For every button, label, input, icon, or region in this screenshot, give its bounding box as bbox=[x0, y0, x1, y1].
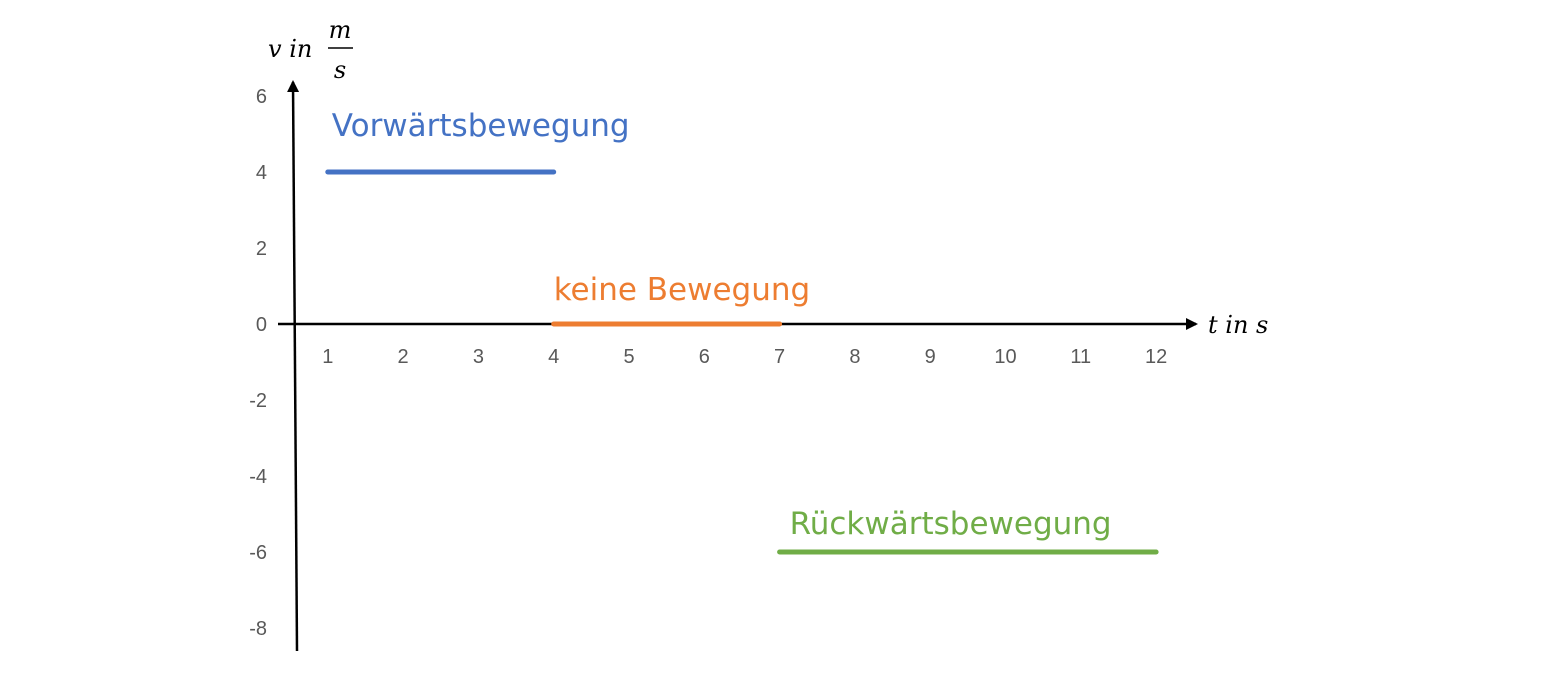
y-tick-label: 0 bbox=[256, 314, 267, 336]
x-tick-label: 10 bbox=[994, 346, 1016, 368]
series-label-3: Rückwärtsbewegung bbox=[790, 506, 1112, 542]
x-tick-label: 5 bbox=[623, 346, 634, 368]
y-tick-label: -6 bbox=[249, 542, 267, 564]
y-tick-label: 4 bbox=[256, 162, 267, 184]
x-tick-label: 11 bbox=[1070, 346, 1091, 368]
series-layer: Vorwärtsbewegung keine Bewegung Rückwärtsb… bbox=[325, 108, 1159, 555]
y-tick-label: -8 bbox=[249, 618, 267, 640]
y-axis-label-denominator: s bbox=[334, 56, 346, 84]
x-tick-label: 6 bbox=[699, 346, 710, 368]
x-tick-label: 7 bbox=[774, 346, 785, 368]
y-axis-label-numerator: m bbox=[329, 16, 352, 44]
x-tick-label: 8 bbox=[849, 346, 860, 368]
y-axis bbox=[287, 80, 300, 652]
x-tick-label: 1 bbox=[322, 346, 333, 368]
x-tick-label: 9 bbox=[925, 346, 936, 368]
x-tick-label: 2 bbox=[398, 346, 409, 368]
x-tick-labels: 1 2 3 4 5 6 7 8 9 10 11 12 bbox=[322, 346, 1167, 368]
x-tick-label: 4 bbox=[548, 346, 559, 368]
x-tick-label: 3 bbox=[473, 346, 484, 368]
x-axis-label: t in s bbox=[1208, 311, 1268, 339]
y-tick-label: 6 bbox=[256, 86, 267, 108]
series-label-1: Vorwärtsbewegung bbox=[332, 108, 630, 144]
y-tick-label: -4 bbox=[249, 466, 267, 488]
y-axis-label-prefix: v in bbox=[268, 35, 312, 63]
x-tick-label: 12 bbox=[1145, 346, 1167, 368]
series-label-2: keine Bewegung bbox=[554, 272, 811, 308]
y-axis-label: v in m s bbox=[268, 16, 353, 84]
y-tick-label: 2 bbox=[256, 238, 267, 260]
y-tick-labels: 6 4 2 0 -2 -4 -6 -8 bbox=[249, 86, 267, 640]
y-tick-label: -2 bbox=[249, 390, 267, 412]
